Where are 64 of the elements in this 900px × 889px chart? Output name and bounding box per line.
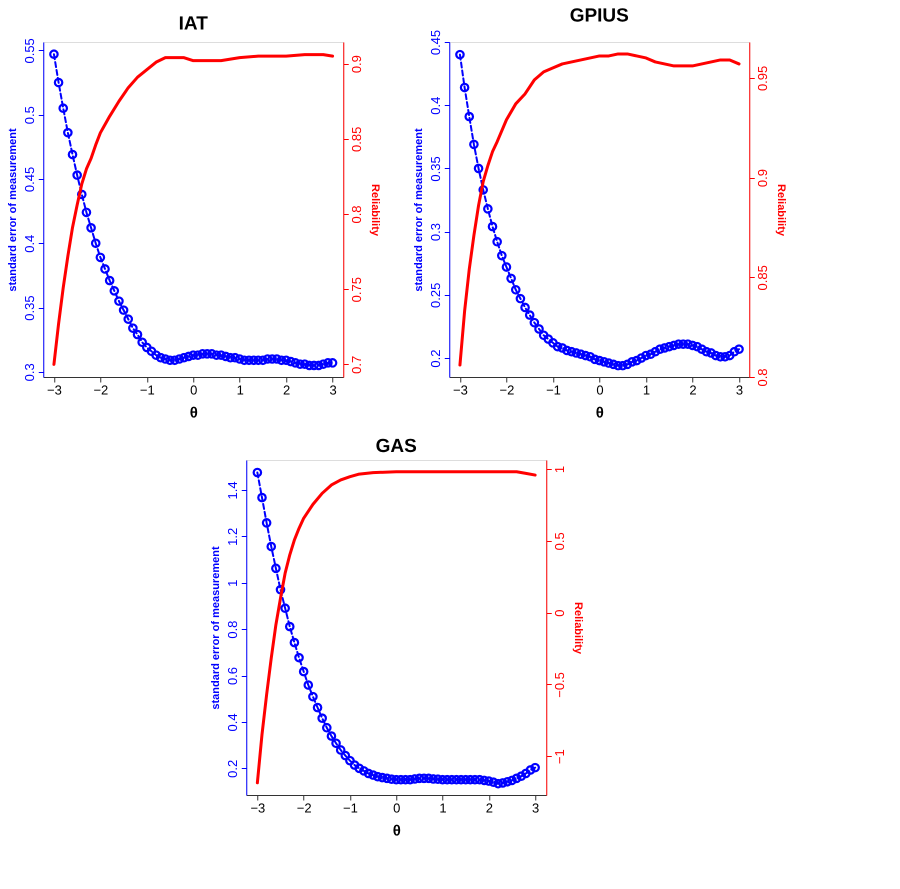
x-tick-label: 0 xyxy=(596,382,604,398)
x-tick-label: −2 xyxy=(93,382,108,398)
y-tick-label: 0.3 xyxy=(22,363,37,382)
x-axis-title: θ xyxy=(596,404,604,422)
chart-title: GAS xyxy=(376,436,417,457)
x-tick-label: 1 xyxy=(642,382,650,398)
y-tick-label: 0.8 xyxy=(224,620,240,639)
chart-title: GPIUS xyxy=(570,5,629,26)
y-tick-label: 1.4 xyxy=(224,481,240,500)
y-tick-label: 0.45 xyxy=(22,166,37,192)
x-axis-title: θ xyxy=(392,822,401,840)
y2-tick-label: 0.85 xyxy=(348,126,364,152)
y2-tick-label: 0.95 xyxy=(754,66,770,92)
y2-tick-label: 1 xyxy=(552,466,567,474)
y2-axis-title: Reliability xyxy=(572,602,584,655)
y-axis-title: standard error of measurement xyxy=(210,546,222,710)
y2-tick-label: 0.85 xyxy=(754,265,770,290)
y2-tick-label: −1 xyxy=(552,749,567,764)
y-tick-label: 0.2 xyxy=(428,350,443,368)
y-tick-label: 0.3 xyxy=(428,223,443,242)
y-tick-label: 0.4 xyxy=(224,713,240,732)
x-tick-label: −1 xyxy=(343,800,358,816)
x-tick-label: −3 xyxy=(250,800,266,816)
x-tick-label: 3 xyxy=(329,382,337,398)
y2-tick-label: 0.8 xyxy=(754,368,770,387)
x-tick-label: 3 xyxy=(736,382,744,398)
x-tick-label: −1 xyxy=(140,382,155,398)
x-tick-label: 3 xyxy=(532,800,540,816)
y2-axis-title: Reliability xyxy=(368,184,381,237)
y2-axis-title: Reliability xyxy=(774,184,787,237)
x-tick-label: −3 xyxy=(453,382,468,398)
x-tick-label: −2 xyxy=(500,382,514,398)
x-axis-title: θ xyxy=(190,404,198,422)
y-tick-label: 0.2 xyxy=(224,760,240,778)
y-tick-label: 1 xyxy=(224,580,240,587)
x-tick-label: 0 xyxy=(190,382,198,398)
x-tick-label: 2 xyxy=(486,800,493,816)
y2-tick-label: 0.75 xyxy=(348,277,364,302)
y-axis-title: standard error of measurement xyxy=(412,128,425,292)
x-tick-label: −2 xyxy=(296,800,312,816)
x-tick-label: 0 xyxy=(393,800,400,816)
y-tick-label: 0.5 xyxy=(22,106,37,124)
x-tick-label: 2 xyxy=(283,382,290,398)
y-tick-label: 0.35 xyxy=(22,295,37,321)
y-tick-label: 0.6 xyxy=(224,666,240,686)
y2-tick-label: −0.5 xyxy=(552,672,567,698)
y-tick-label: 0.4 xyxy=(22,234,37,253)
x-tick-label: 2 xyxy=(689,382,697,398)
y2-tick-label: 0.5 xyxy=(552,532,567,550)
y2-tick-label: 0.8 xyxy=(348,205,364,224)
y-axis-title: standard error of measurement xyxy=(6,128,19,292)
y-tick-label: 0.35 xyxy=(428,156,443,182)
y-tick-label: 0.25 xyxy=(428,282,443,308)
x-tick-label: −3 xyxy=(47,382,62,398)
y2-tick-label: 0.9 xyxy=(348,55,364,74)
y2-tick-label: 0.7 xyxy=(348,356,364,374)
y-tick-label: 1.2 xyxy=(224,528,240,546)
y-tick-label: 0.4 xyxy=(428,96,443,115)
x-tick-label: −1 xyxy=(546,382,561,398)
y-tick-label: 0.55 xyxy=(22,38,37,64)
chart-title: IAT xyxy=(178,14,208,35)
y2-tick-label: 0.9 xyxy=(754,169,770,188)
y-tick-label: 0.45 xyxy=(428,30,443,56)
y2-tick-label: 0 xyxy=(552,610,567,617)
